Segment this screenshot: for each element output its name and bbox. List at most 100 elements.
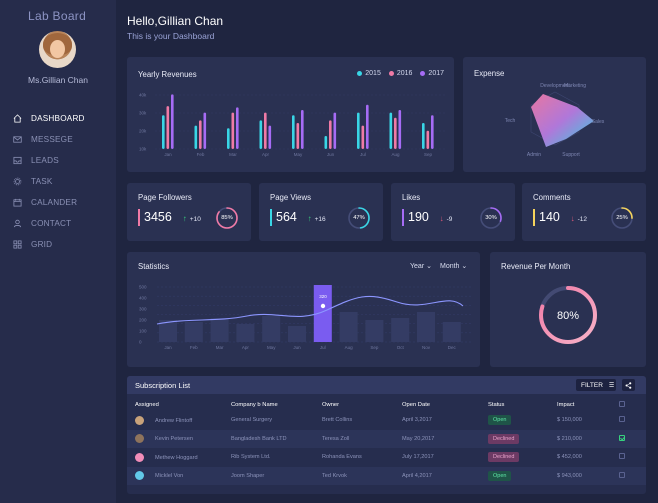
- column-header[interactable]: Impact: [557, 401, 575, 408]
- impact-cell: $ 943,000: [557, 466, 619, 485]
- expense-axis-label: Marketing: [564, 83, 586, 89]
- year-dropdown[interactable]: Year ⌄: [410, 262, 432, 270]
- statistics-bar[interactable]: [391, 318, 410, 342]
- statistics-bar[interactable]: [210, 318, 229, 342]
- sidebar-item-contact[interactable]: CONTACT: [0, 213, 116, 234]
- column-header[interactable]: Company b Name: [231, 401, 278, 408]
- stat-title: Likes: [402, 193, 421, 202]
- revenue-bar: [329, 120, 332, 149]
- expense-radar-chart: Development Marketing Sales Support Admi…: [505, 83, 605, 158]
- status-badge: Open: [488, 415, 512, 426]
- arrow-down-icon: ↓: [570, 214, 575, 223]
- filter-label: FILTER: [581, 381, 603, 389]
- arrow-up-icon: ↑: [307, 214, 312, 223]
- statistics-bar[interactable]: [442, 322, 461, 342]
- sidebar-item-label: DASHBOARD: [31, 114, 85, 123]
- statistics-bar[interactable]: [236, 324, 255, 342]
- user-name: Ms.Gillian Chan: [28, 75, 88, 85]
- column-header[interactable]: Owner: [322, 401, 340, 408]
- table-row[interactable]: Methew Hoggard Rib System Ltd. Rohanda Eva…: [127, 448, 646, 467]
- inbox-icon: [13, 156, 22, 165]
- expense-card: Expense Development Marketing Sales Supp…: [463, 57, 646, 172]
- impact-cell: $ 150,000: [557, 417, 582, 424]
- stat-card-likes[interactable]: Likes 190 ↓ -9 30%: [391, 183, 515, 241]
- sidebar-item-label: MESSEGE: [31, 135, 73, 144]
- statistics-month-label: Dec: [448, 345, 457, 350]
- sidebar-item-dashboard[interactable]: DASHBOARD: [0, 108, 116, 129]
- row-checkbox[interactable]: [619, 471, 625, 478]
- revenue-bar: [231, 112, 235, 149]
- table-row[interactable]: Kevin Petersen Bangladesh Bank LTD Teresa …: [127, 429, 646, 448]
- sidebar-item-leads[interactable]: LEADS: [0, 150, 116, 171]
- gear-icon: [13, 177, 22, 186]
- revenue-month-label: Apr: [262, 152, 270, 157]
- table-row[interactable]: Andrew Flintoff General Surgery Brett Coll…: [127, 411, 646, 430]
- statistics-month-label: Aug: [345, 345, 354, 350]
- filter-button[interactable]: FILTER ☰: [576, 379, 616, 391]
- column-header[interactable]: Assigned: [135, 401, 159, 408]
- revenue-month-label: Aug: [391, 152, 400, 157]
- grid-icon: [13, 240, 22, 249]
- sidebar-item-label: TASK: [31, 177, 53, 186]
- stat-ring: 25%: [610, 206, 634, 230]
- highlighted-bar[interactable]: [313, 285, 332, 342]
- statistics-month-label: Mar: [216, 345, 224, 350]
- revenue-bar: [236, 107, 239, 149]
- chart-legend: 2015 2016 2017: [357, 70, 444, 77]
- statistics-axis-label: 100: [139, 329, 147, 334]
- statistics-bar[interactable]: [339, 312, 358, 342]
- revenue-month-label: Jan: [164, 152, 172, 157]
- statistics-month-label: Jul: [320, 345, 326, 350]
- stat-card-comments[interactable]: Comments 140 ↓ -12 25%: [522, 183, 646, 241]
- row-checkbox[interactable]: [619, 434, 625, 441]
- statistics-month-label: Apr: [242, 345, 250, 350]
- statistics-bar[interactable]: [262, 316, 281, 342]
- sidebar: Lab Board Ms.Gillian Chan DASHBOARD MESSE…: [0, 0, 116, 503]
- select-all-checkbox[interactable]: [619, 398, 646, 411]
- revenue-month-label: Feb: [197, 152, 205, 157]
- revenue-bar: [357, 112, 360, 149]
- stat-card-followers[interactable]: Page Followers 3456 ↑ +10 85%: [127, 183, 251, 241]
- revenue-bar: [426, 130, 430, 149]
- stat-card-views[interactable]: Page Views 564 ↑ +16 47%: [259, 183, 383, 241]
- sidebar-item-grid[interactable]: GRID: [0, 234, 116, 255]
- month-dropdown-label: Month: [440, 263, 460, 270]
- sidebar-item-label: LEADS: [31, 156, 59, 165]
- checkbox[interactable]: [619, 400, 625, 407]
- column-header[interactable]: Open Date: [402, 401, 431, 408]
- company-cell: General Surgery: [231, 417, 273, 424]
- statistics-bar[interactable]: [365, 320, 384, 342]
- sidebar-item-task[interactable]: TASK: [0, 171, 116, 192]
- table-row[interactable]: Micklel Von Joom Shaper Ted Krvok April 4,2…: [127, 466, 646, 485]
- revenue-axis-label: 40k: [139, 93, 147, 98]
- sidebar-item-messege[interactable]: MESSEGE: [0, 129, 116, 150]
- calendar-icon: [13, 198, 22, 207]
- legend-item: 2015: [357, 70, 381, 77]
- sidebar-item-calander[interactable]: CALANDER: [0, 192, 116, 213]
- stat-ring: 47%: [347, 206, 371, 230]
- revenue-bar: [268, 125, 272, 149]
- statistics-bar[interactable]: [288, 326, 306, 342]
- stat-percent: 25%: [616, 215, 628, 221]
- expense-radar-shape: [531, 94, 594, 147]
- subscription-table: Assigned Company b Name Owner Open Date …: [127, 398, 646, 485]
- stat-accent-bar: [138, 209, 140, 226]
- statistics-bar[interactable]: [159, 320, 177, 342]
- statistics-bar[interactable]: [417, 312, 435, 342]
- avatar[interactable]: [39, 31, 76, 68]
- column-header[interactable]: Status: [488, 401, 505, 408]
- statistics-title: Statistics: [138, 262, 170, 271]
- expense-axis-label: Tech: [505, 118, 516, 124]
- statistics-axis-label: 300: [139, 307, 147, 312]
- mail-icon: [13, 135, 22, 144]
- share-button[interactable]: [622, 379, 635, 391]
- statistics-bar[interactable]: [184, 322, 203, 342]
- stat-delta-value: -9: [446, 216, 453, 223]
- statistics-line: [156, 295, 464, 325]
- revenue-bar: [389, 112, 393, 149]
- row-checkbox[interactable]: [619, 453, 625, 460]
- month-dropdown[interactable]: Month ⌄: [440, 262, 467, 270]
- stat-delta-value: -12: [577, 216, 587, 223]
- row-checkbox[interactable]: [619, 416, 625, 423]
- stat-delta: ↓ -12: [571, 214, 587, 223]
